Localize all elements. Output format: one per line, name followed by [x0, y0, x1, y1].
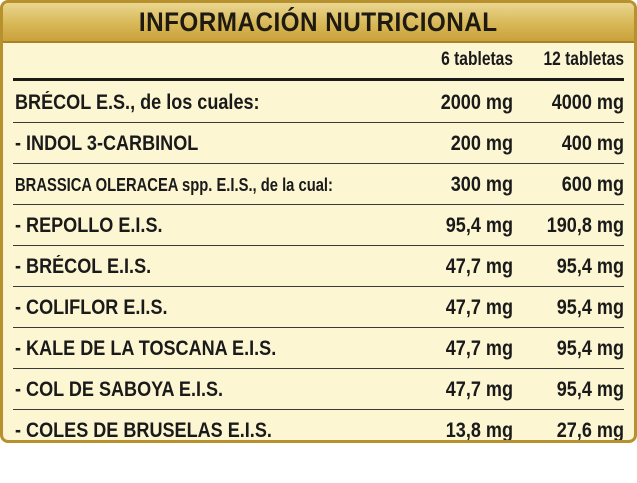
row-label: - COLIFLOR E.I.S.: [15, 296, 168, 319]
title-bar: INFORMACIÓN NUTRICIONAL: [3, 3, 634, 43]
value-6-tablets: 200 mg: [450, 132, 513, 155]
row-label: - KALE DE LA TOSCANA E.I.S.: [15, 337, 277, 360]
row-label: BRASSICA OLERACEA spp. E.I.S., de la cua…: [15, 175, 333, 195]
value-6-tablets: 47,7 mg: [445, 337, 513, 360]
column-header-6-tablets: 6 tabletas: [441, 49, 513, 70]
value-12-tablets: 400 mg: [561, 132, 624, 155]
value-6-tablets: 13,8 mg: [445, 419, 513, 442]
row-label: BRÉCOL E.S., de los cuales:: [15, 91, 260, 114]
table-row: - COL DE SABOYA E.I.S. 47,7 mg 95,4 mg: [13, 369, 624, 410]
header-divider: [13, 78, 624, 81]
table-row: BRÉCOL E.S., de los cuales: 2000 mg 4000…: [13, 82, 624, 123]
value-6-tablets: 2000 mg: [440, 91, 513, 114]
table-row: - KALE DE LA TOSCANA E.I.S. 47,7 mg 95,4…: [13, 328, 624, 369]
row-label: - INDOL 3-CARBINOL: [15, 132, 199, 155]
table-row: BRASSICA OLERACEA spp. E.I.S., de la cua…: [13, 164, 624, 205]
table-row: - INDOL 3-CARBINOL 200 mg 400 mg: [13, 123, 624, 164]
value-12-tablets: 95,4 mg: [556, 378, 624, 401]
value-12-tablets: 4000 mg: [551, 91, 624, 114]
table-row: - COLES DE BRUSELAS E.I.S. 13,8 mg 27,6 …: [13, 410, 624, 442]
table-row: - BRÉCOL E.I.S. 47,7 mg 95,4 mg: [13, 246, 624, 287]
panel-title: INFORMACIÓN NUTRICIONAL: [139, 6, 498, 37]
value-6-tablets: 47,7 mg: [445, 378, 513, 401]
nutrition-info-panel: INFORMACIÓN NUTRICIONAL 6 tabletas 12 ta…: [0, 0, 637, 443]
row-label: - BRÉCOL E.I.S.: [15, 255, 152, 278]
value-6-tablets: 300 mg: [450, 173, 513, 196]
value-12-tablets: 600 mg: [561, 173, 624, 196]
value-12-tablets: 27,6 mg: [556, 419, 624, 442]
row-label: - COLES DE BRUSELAS E.I.S.: [15, 419, 272, 442]
value-12-tablets: 95,4 mg: [556, 255, 624, 278]
row-label: - COL DE SABOYA E.I.S.: [15, 378, 224, 401]
value-12-tablets: 95,4 mg: [556, 337, 624, 360]
value-12-tablets: 95,4 mg: [556, 296, 624, 319]
value-6-tablets: 47,7 mg: [445, 255, 513, 278]
value-6-tablets: 95,4 mg: [445, 214, 513, 237]
value-6-tablets: 47,7 mg: [445, 296, 513, 319]
value-12-tablets: 190,8 mg: [546, 214, 624, 237]
table-row: - COLIFLOR E.I.S. 47,7 mg 95,4 mg: [13, 287, 624, 328]
nutrition-table: BRÉCOL E.S., de los cuales: 2000 mg 4000…: [3, 82, 634, 442]
column-header-12-tablets: 12 tabletas: [543, 49, 624, 70]
row-label: - REPOLLO E.I.S.: [15, 214, 163, 237]
table-row: - REPOLLO E.I.S. 95,4 mg 190,8 mg: [13, 205, 624, 246]
